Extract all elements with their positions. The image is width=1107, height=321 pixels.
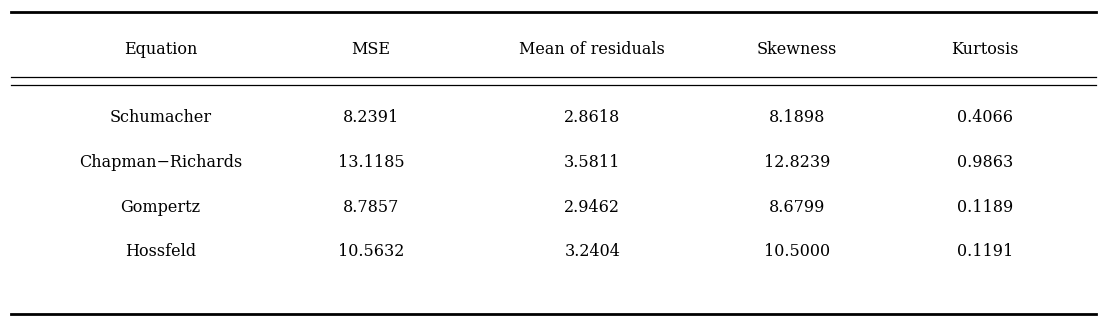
Text: Skewness: Skewness bbox=[757, 41, 837, 58]
Text: 10.5000: 10.5000 bbox=[764, 244, 830, 260]
Text: 8.1898: 8.1898 bbox=[769, 109, 825, 126]
Text: Schumacher: Schumacher bbox=[110, 109, 211, 126]
Text: 0.1189: 0.1189 bbox=[958, 199, 1013, 215]
Text: MSE: MSE bbox=[351, 41, 391, 58]
Text: Kurtosis: Kurtosis bbox=[952, 41, 1018, 58]
Text: 3.5811: 3.5811 bbox=[565, 154, 620, 170]
Text: 8.2391: 8.2391 bbox=[343, 109, 399, 126]
Text: 13.1185: 13.1185 bbox=[338, 154, 404, 170]
Text: 10.5632: 10.5632 bbox=[338, 244, 404, 260]
Text: 0.4066: 0.4066 bbox=[958, 109, 1013, 126]
Text: 2.9462: 2.9462 bbox=[565, 199, 620, 215]
Text: 12.8239: 12.8239 bbox=[764, 154, 830, 170]
Text: Hossfeld: Hossfeld bbox=[125, 244, 196, 260]
Text: Gompertz: Gompertz bbox=[121, 199, 200, 215]
Text: 8.6799: 8.6799 bbox=[769, 199, 825, 215]
Text: 0.1191: 0.1191 bbox=[958, 244, 1013, 260]
Text: 2.8618: 2.8618 bbox=[565, 109, 620, 126]
Text: Mean of residuals: Mean of residuals bbox=[519, 41, 665, 58]
Text: 8.7857: 8.7857 bbox=[343, 199, 399, 215]
Text: 0.9863: 0.9863 bbox=[958, 154, 1013, 170]
Text: 3.2404: 3.2404 bbox=[565, 244, 620, 260]
Text: Chapman−Richards: Chapman−Richards bbox=[79, 154, 242, 170]
Text: Equation: Equation bbox=[124, 41, 197, 58]
